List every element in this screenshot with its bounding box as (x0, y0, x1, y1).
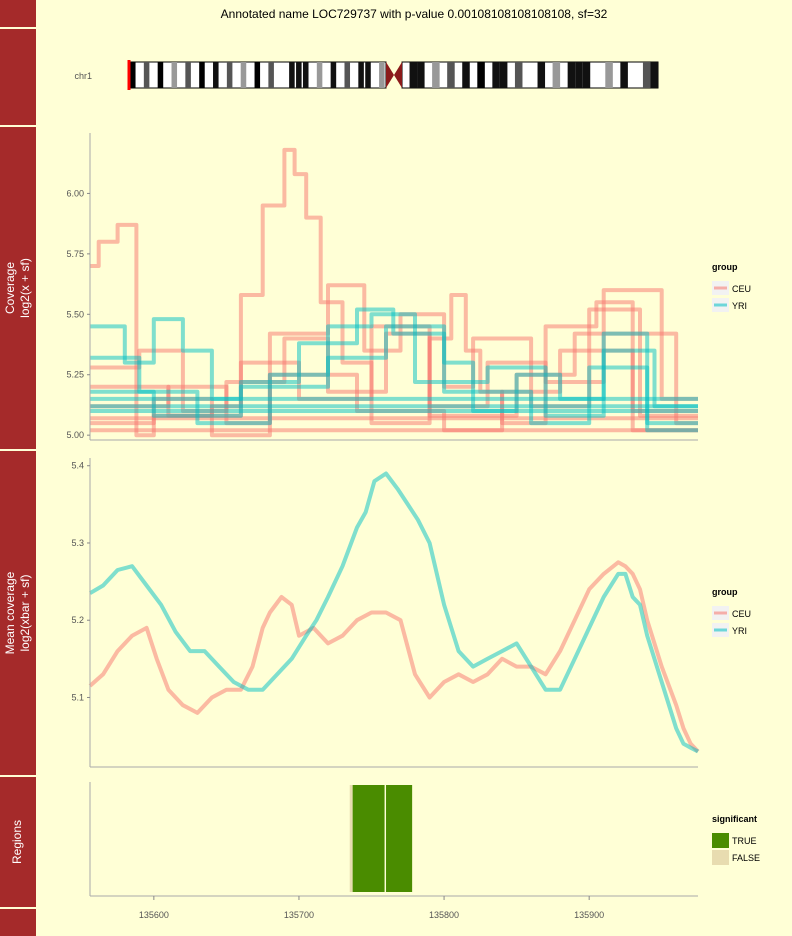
ideogram-band (171, 62, 178, 88)
ideogram-band (130, 62, 136, 88)
regions-x-axis: 135600 135700 135800 135900 (89, 782, 698, 920)
y-tick-label: 5.4 (71, 461, 84, 471)
coverage-y-axis: 5.00 5.25 5.50 5.75 6.00 (66, 133, 698, 441)
ideogram-band (240, 62, 247, 88)
ideogram-band (379, 62, 385, 88)
ideogram-band (514, 62, 523, 88)
x-tick-label: 135800 (429, 910, 459, 920)
ideogram-band (365, 62, 371, 88)
ideogram-band (302, 62, 309, 88)
strip-axis (0, 909, 36, 936)
ideogram-band (143, 62, 150, 88)
ideogram-band (268, 62, 274, 88)
ideogram-band (575, 62, 583, 88)
ideogram-band (499, 62, 508, 88)
x-tick-label: 135700 (284, 910, 314, 920)
ideogram-band (199, 62, 205, 88)
legend-label-yri: YRI (732, 301, 747, 311)
legend-title: group (712, 587, 738, 597)
ideogram-band (492, 62, 500, 88)
legend-label-ceu: CEU (732, 609, 751, 619)
coverage-panel: Coverage log2(x + sf) 5.00 5.25 5.50 5.75 6.… (3, 133, 751, 441)
region-rects (349, 785, 413, 892)
ideogram-band (409, 62, 418, 88)
strip-ideogram (0, 29, 36, 125)
y-tick-label: 5.00 (66, 430, 84, 440)
ideogram-band (316, 62, 323, 88)
ideogram-band (185, 62, 191, 88)
x-tick-label: 135600 (139, 910, 169, 920)
ideogram-band (289, 62, 295, 88)
mean-coverage-lines (88, 471, 700, 754)
regions-strip-label: Regions (10, 820, 24, 864)
ideogram-band (417, 62, 425, 88)
strip-coverage (0, 127, 36, 449)
y-tick-label: 5.75 (66, 249, 84, 259)
ideogram-band (226, 62, 233, 88)
y-tick-label: 5.25 (66, 370, 84, 380)
regions-legend: significant TRUE FALSE (712, 814, 760, 865)
ideogram-band (254, 62, 261, 88)
coverage-legend: group CEU YRI (712, 262, 751, 312)
legend-title: group (712, 262, 738, 272)
ideogram-band (552, 62, 561, 88)
ideogram-band (650, 62, 658, 88)
strip-title (0, 0, 36, 27)
region-rect (349, 785, 353, 892)
coverage-lines (90, 147, 698, 438)
mean-coverage-strip-label-1: Mean coverage (3, 571, 17, 654)
mean-coverage-panel: Mean coverage log2(xbar + sf) 5.15.25.35… (3, 458, 751, 768)
chromosome-label: chr1 (74, 71, 92, 81)
ideogram-q-arm (401, 61, 659, 89)
legend-swatch-true (712, 833, 729, 848)
ideogram-band (447, 62, 455, 88)
ideogram-band (537, 62, 546, 88)
legend-swatch-false (712, 850, 729, 865)
legend-label-yri: YRI (732, 626, 747, 636)
ideogram-band (296, 62, 302, 88)
region-rect (386, 785, 413, 892)
ideogram-band (477, 62, 485, 88)
ideogram-band (213, 62, 219, 88)
y-tick-label: 5.2 (71, 615, 84, 625)
x-tick-label: 135900 (574, 910, 604, 920)
strip-mean-coverage (0, 451, 36, 775)
ideogram-band (567, 62, 576, 88)
ideogram-band (462, 62, 470, 88)
mean-coverage-y-axis: 5.1 5.2 5.3 5.4 (71, 458, 698, 768)
y-tick-label: 5.3 (71, 538, 84, 548)
ideogram-band (620, 62, 628, 88)
ideogram-centromere (394, 62, 402, 88)
coverage-strip-label-1: Coverage (3, 262, 17, 314)
ideogram-band (344, 62, 351, 88)
y-tick-label: 5.50 (66, 309, 84, 319)
mean-coverage-line-ceu (88, 560, 700, 753)
ideogram-band (582, 62, 591, 88)
coverage-line-yri (90, 324, 698, 433)
legend-label-false: FALSE (732, 853, 760, 863)
mean-coverage-strip-label-2: log2(xbar + sf) (18, 574, 32, 651)
ideogram-band (330, 62, 337, 88)
region-rect (352, 785, 385, 892)
legend-title: significant (712, 814, 757, 824)
ideogram-band (358, 62, 364, 88)
legend-label-ceu: CEU (732, 284, 751, 294)
ideogram-band (432, 62, 440, 88)
ideogram-centromere (386, 62, 394, 88)
ideogram: chr1 (74, 60, 659, 90)
figure-title: Annotated name LOC729737 with p-value 0.… (221, 7, 608, 21)
y-tick-label: 5.1 (71, 692, 84, 702)
ideogram-band (605, 62, 613, 88)
coverage-strip-label-2: log2(x + sf) (18, 258, 32, 318)
strip-regions (0, 777, 36, 907)
regions-panel: Regions 135600 135700 135800 135900 signifi… (10, 782, 760, 920)
ideogram-band (642, 62, 651, 88)
y-tick-label: 6.00 (66, 188, 84, 198)
mean-coverage-line-yri (88, 471, 699, 754)
legend-label-true: TRUE (732, 836, 757, 846)
ideogram-band (157, 62, 164, 88)
mean-coverage-legend: group CEU YRI (712, 587, 751, 637)
